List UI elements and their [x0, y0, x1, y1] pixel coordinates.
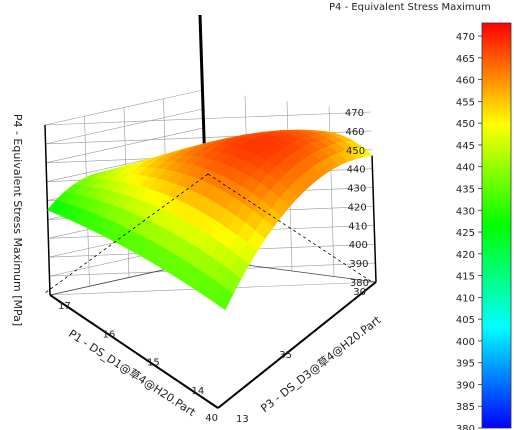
- z-tick-label: 380: [350, 278, 369, 289]
- y-tick-label: 13: [236, 414, 249, 425]
- colorbar-tick-label: 420: [456, 250, 475, 261]
- colorbar-tick-label: 430: [456, 206, 475, 217]
- z-tick-label: 430: [347, 184, 366, 195]
- z-tick-label: 420: [348, 202, 367, 213]
- colorbar-tick-label: 425: [456, 228, 475, 239]
- colorbar-tick-label: 395: [456, 359, 475, 370]
- colorbar-tick-label: 435: [456, 184, 475, 195]
- colorbar-tick-label: 380: [456, 424, 475, 430]
- z-tick-label: 410: [348, 221, 367, 232]
- z-tick-label: 470: [345, 108, 364, 119]
- colorbar-tick-label: 415: [456, 272, 475, 283]
- response-surface: [47, 129, 373, 311]
- surface-patch: [214, 286, 234, 311]
- colorbar-scale: [481, 22, 512, 429]
- z-tick-label: 440: [347, 165, 366, 176]
- colorbar-tick-label: 400: [456, 337, 475, 348]
- colorbar: 470 465 460 455 450 445 440 435 430 425 420 415 410 4…: [456, 22, 512, 430]
- colorbar-tick-label: 385: [456, 402, 475, 413]
- z-tick-label: 390: [349, 259, 368, 270]
- x-tick-label: 35: [279, 350, 292, 361]
- y-axis-label: P3 - DS_D3@草4@H20.Part: [258, 313, 384, 415]
- colorbar-tick-label: 440: [456, 163, 475, 174]
- z-axis-label: P4 - Equivalent Stress Maximum [MPa]: [11, 114, 24, 326]
- colorbar-tick-label: 445: [456, 141, 475, 152]
- right-vertical-edge: [371, 154, 377, 283]
- y-tick-label: 16: [103, 329, 116, 340]
- x-axis-label: P1 - DS_D1@草4@H20.Part: [66, 327, 198, 419]
- colorbar-tick-label: 465: [456, 54, 475, 65]
- axis-ticks: 380 390 400 410 420 430 440 450 460 470 30 35 40 13 14…: [58, 108, 369, 425]
- colorbar-tick-label: 460: [456, 76, 475, 87]
- x-axis-line: [49, 294, 219, 409]
- z-tick-label: 450: [346, 146, 365, 157]
- z-tick-label: 400: [349, 240, 368, 251]
- colorbar-tick-label: 455: [456, 97, 475, 108]
- y-tick-label: 15: [147, 358, 160, 369]
- z-tick-label: 460: [345, 127, 364, 138]
- colorbar-tick-label: 450: [456, 119, 475, 130]
- y-tick-label: 14: [192, 386, 205, 397]
- hidden-edges: [44, 173, 373, 294]
- colorbar-tick-label: 470: [456, 32, 475, 43]
- colorbar-tick-label: 410: [456, 293, 475, 304]
- x-tick-label: 30: [353, 287, 366, 298]
- x-tick-label: 40: [205, 413, 218, 424]
- y-axis-line: [217, 281, 377, 409]
- chart-title: P4 - Equivalent Stress Maximum: [329, 2, 491, 13]
- y-tick-label: 17: [58, 301, 71, 312]
- colorbar-tick-label: 390: [456, 380, 475, 391]
- colorbar-tick-label: 405: [456, 315, 475, 326]
- colorbar-ticks: 470 465 460 455 450 445 440 435 430 425 420 415 410 4…: [456, 32, 482, 430]
